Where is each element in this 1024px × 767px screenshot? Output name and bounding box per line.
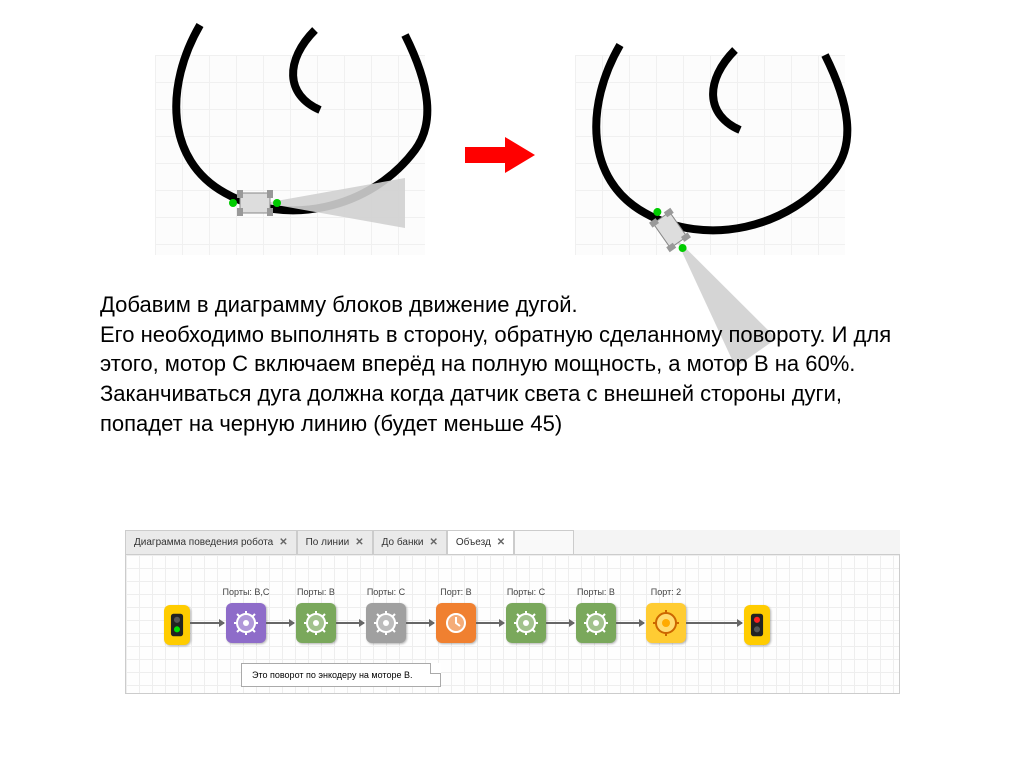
editor-tabs: Диаграмма поведения робота✕По линии✕До б… bbox=[125, 530, 900, 554]
program-block-b5[interactable] bbox=[506, 603, 546, 643]
description-text: Добавим в диаграмму блоков движение дуго… bbox=[100, 290, 925, 438]
block-port-label: Порт: В bbox=[426, 587, 486, 597]
track-after bbox=[575, 55, 845, 255]
program-block-b3[interactable] bbox=[366, 603, 406, 643]
program-block-start[interactable] bbox=[164, 605, 190, 645]
program-block-b2[interactable] bbox=[296, 603, 336, 643]
editor-tab[interactable]: Объезд✕ bbox=[447, 530, 514, 554]
editor-tab[interactable]: По линии✕ bbox=[297, 530, 373, 554]
robot-left bbox=[229, 178, 405, 228]
flow-arrow bbox=[686, 622, 742, 624]
block-port-label: Порты: В bbox=[566, 587, 626, 597]
flow-arrow bbox=[476, 622, 504, 624]
block-port-label: Порты: В,С bbox=[216, 587, 276, 597]
editor-tab[interactable]: Диаграмма поведения робота✕ bbox=[125, 530, 297, 554]
flow-arrow bbox=[266, 622, 294, 624]
block-port-label: Порты: С bbox=[356, 587, 416, 597]
program-block-b4[interactable] bbox=[436, 603, 476, 643]
flow-arrow bbox=[406, 622, 434, 624]
block-editor: Диаграмма поведения робота✕По линии✕До б… bbox=[125, 530, 900, 695]
program-block-b7[interactable] bbox=[646, 603, 686, 643]
program-block-b1[interactable] bbox=[226, 603, 266, 643]
editor-tab[interactable]: До банки✕ bbox=[373, 530, 447, 554]
editor-tab[interactable] bbox=[514, 530, 574, 554]
program-block-b6[interactable] bbox=[576, 603, 616, 643]
flow-arrow bbox=[336, 622, 364, 624]
flow-arrow bbox=[616, 622, 644, 624]
flow-arrow bbox=[190, 622, 224, 624]
block-port-label: Порты: В bbox=[286, 587, 346, 597]
track-before bbox=[155, 55, 425, 255]
transition-arrow-icon bbox=[465, 135, 535, 175]
block-port-label: Порты: С bbox=[496, 587, 556, 597]
annotation-note: Это поворот по энкодеру на моторе В. bbox=[241, 663, 441, 687]
diagram-comparison-row bbox=[100, 40, 900, 270]
block-port-label: Порт: 2 bbox=[636, 587, 696, 597]
flow-arrow bbox=[546, 622, 574, 624]
program-block-end[interactable] bbox=[744, 605, 770, 645]
editor-canvas: Порты: В,С Порты: В Порты: С Порт: В Порты: … bbox=[125, 554, 900, 694]
